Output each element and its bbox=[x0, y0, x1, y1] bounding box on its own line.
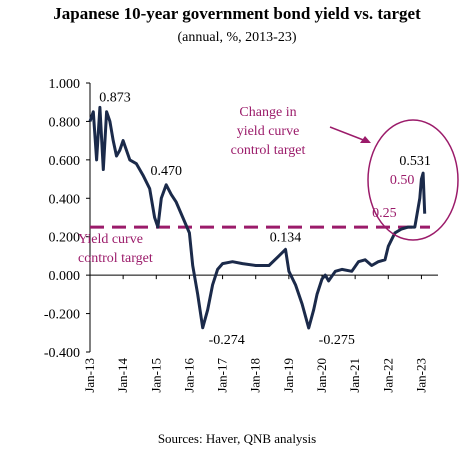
y-tick-label: 1.000 bbox=[49, 77, 81, 92]
y-tick-label: 0.000 bbox=[49, 269, 81, 284]
x-tick-label: Jan-18 bbox=[248, 358, 263, 393]
x-tick-label: Jan-23 bbox=[413, 358, 428, 393]
callout-arrow-head bbox=[360, 136, 371, 143]
x-tick-label: Jan-19 bbox=[281, 358, 296, 393]
y-tick-label: 0.800 bbox=[49, 115, 81, 130]
x-tick-label: Jan-20 bbox=[314, 358, 329, 393]
y-tick-label: 0.600 bbox=[49, 154, 81, 169]
change-callout: Change in yield curve control target bbox=[231, 105, 459, 241]
data-label: -0.275 bbox=[319, 333, 355, 348]
target-line-group: Yield curve control target bbox=[78, 225, 430, 266]
y-tick-label: 0.200 bbox=[49, 231, 81, 246]
highlight-ellipse bbox=[367, 119, 459, 241]
target-line-label: Yield curve bbox=[78, 232, 143, 247]
chart-source: Sources: Haver, QNB analysis bbox=[157, 431, 317, 446]
x-axis-ticks: Jan-13 Jan-14 Jan-15 Jan-16 Jan-17 Jan-18 Jan-… bbox=[82, 275, 428, 393]
y-tick-label: 0.400 bbox=[49, 192, 81, 207]
x-tick-label: Jan-15 bbox=[148, 358, 163, 393]
data-label: 0.470 bbox=[150, 164, 182, 179]
data-label: 0.134 bbox=[270, 230, 302, 245]
x-tick-label: Jan-21 bbox=[347, 358, 362, 393]
data-label: 0.531 bbox=[399, 154, 431, 169]
series-group bbox=[88, 105, 427, 330]
data-label: -0.274 bbox=[209, 333, 245, 348]
axes bbox=[89, 83, 438, 352]
y-tick-label: -0.400 bbox=[44, 346, 80, 361]
y-axis-ticks: 1.000 0.800 0.600 0.400 0.200 0.000 -0.200 -0.4… bbox=[44, 77, 90, 361]
data-label: 0.873 bbox=[99, 90, 131, 105]
y-tick-label: -0.200 bbox=[44, 308, 80, 323]
callout-text: control target bbox=[231, 143, 306, 158]
callout-text: Change in bbox=[239, 105, 296, 120]
series-line bbox=[88, 105, 427, 330]
callout-text: yield curve bbox=[237, 124, 300, 139]
data-label: 0.50 bbox=[390, 173, 415, 188]
x-tick-label: Jan-16 bbox=[181, 358, 196, 393]
chart-subtitle: (annual, %, 2013-23) bbox=[177, 30, 297, 45]
x-tick-label: Jan-17 bbox=[215, 358, 230, 393]
x-tick-label: Jan-13 bbox=[82, 358, 97, 393]
callout-arrow-line bbox=[329, 126, 367, 142]
chart-title: Japanese 10-year government bond yield v… bbox=[53, 4, 421, 23]
x-tick-label: Jan-14 bbox=[115, 358, 130, 393]
x-tick-label: Jan-22 bbox=[380, 358, 395, 393]
target-line-label: control target bbox=[78, 251, 153, 266]
